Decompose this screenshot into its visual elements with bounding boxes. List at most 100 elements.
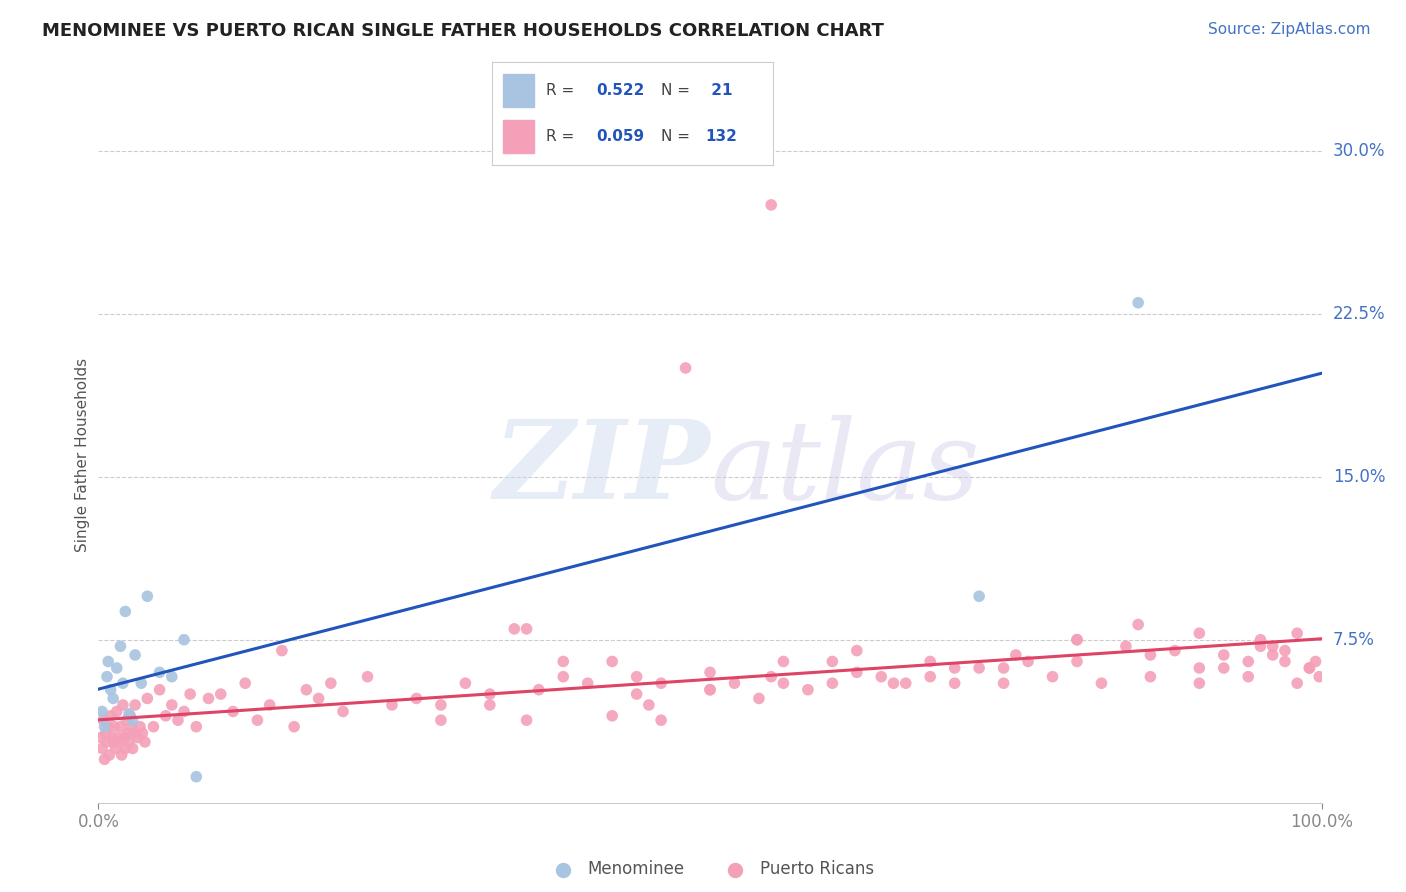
Point <box>155 708 177 723</box>
Point <box>308 691 330 706</box>
Point <box>91 741 114 756</box>
Point <box>967 589 990 603</box>
Text: MENOMINEE VS PUERTO RICAN SINGLE FATHER HOUSEHOLDS CORRELATION CHART: MENOMINEE VS PUERTO RICAN SINGLE FATHER … <box>42 22 884 40</box>
Point <box>1274 655 1296 669</box>
Point <box>430 713 453 727</box>
Point <box>1188 661 1211 675</box>
Point <box>101 731 124 745</box>
Point <box>124 648 146 662</box>
Point <box>1250 632 1272 647</box>
Point <box>98 747 121 762</box>
Point <box>381 698 404 712</box>
Point <box>118 706 141 721</box>
Point <box>478 698 501 712</box>
Point <box>295 682 318 697</box>
Point <box>883 676 905 690</box>
Point <box>114 741 136 756</box>
Point <box>1128 295 1150 310</box>
Point <box>129 676 152 690</box>
Point <box>1017 655 1039 669</box>
Point <box>1115 639 1137 653</box>
Point <box>1188 626 1211 640</box>
Point <box>943 661 966 675</box>
Point <box>1250 639 1272 653</box>
Point <box>129 720 152 734</box>
Point <box>142 720 165 734</box>
Text: 22.5%: 22.5% <box>1333 304 1385 323</box>
Point <box>136 691 159 706</box>
Point <box>197 691 219 706</box>
Point <box>1212 648 1234 662</box>
Point <box>553 655 575 669</box>
Point <box>111 747 134 762</box>
Point <box>319 676 342 690</box>
Text: 0.059: 0.059 <box>596 128 644 144</box>
Point <box>91 705 114 719</box>
Point <box>967 661 990 675</box>
Point <box>167 713 190 727</box>
Point <box>114 605 136 619</box>
Point <box>233 676 256 690</box>
Point <box>121 713 143 727</box>
Point <box>1308 670 1330 684</box>
Point <box>112 731 135 745</box>
Point <box>1139 670 1161 684</box>
Bar <box>503 120 534 153</box>
Point <box>131 726 153 740</box>
Point <box>122 726 145 740</box>
Point <box>120 708 142 723</box>
Point <box>626 670 648 684</box>
Point <box>222 705 245 719</box>
Point <box>1286 626 1309 640</box>
Point <box>637 698 661 712</box>
Point <box>117 726 139 740</box>
Point <box>993 676 1015 690</box>
Point <box>576 676 599 690</box>
Point <box>1004 648 1026 662</box>
Point <box>478 687 501 701</box>
Point <box>186 720 208 734</box>
Point <box>134 735 156 749</box>
Point <box>104 741 127 756</box>
Point <box>943 676 966 690</box>
Point <box>1274 643 1296 657</box>
Text: 15.0%: 15.0% <box>1333 467 1385 485</box>
Point <box>516 622 538 636</box>
Point <box>405 691 427 706</box>
Text: 30.0%: 30.0% <box>1333 142 1385 160</box>
Point <box>149 682 172 697</box>
Point <box>127 731 149 745</box>
Point <box>96 735 118 749</box>
Point <box>136 589 159 603</box>
Point <box>1164 643 1187 657</box>
Point <box>120 720 142 734</box>
Point <box>1066 632 1088 647</box>
Point <box>173 632 195 647</box>
Point <box>1298 661 1320 675</box>
Point <box>1261 648 1284 662</box>
Point <box>97 720 120 734</box>
Point <box>186 770 208 784</box>
Point <box>600 708 623 723</box>
Point <box>118 735 141 749</box>
Point <box>821 655 844 669</box>
Point <box>283 720 305 734</box>
Point <box>761 198 783 212</box>
Point <box>430 698 453 712</box>
Point <box>160 698 183 712</box>
Point <box>553 670 575 684</box>
Point <box>110 639 132 653</box>
Point <box>97 655 120 669</box>
Point <box>1139 648 1161 662</box>
Point <box>96 670 118 684</box>
Text: R =: R = <box>546 128 579 144</box>
Text: ZIP: ZIP <box>494 415 710 523</box>
Point <box>723 676 745 690</box>
Point <box>772 655 794 669</box>
Point <box>111 698 134 712</box>
Point <box>107 731 129 745</box>
Point <box>105 661 128 675</box>
Point <box>699 665 721 680</box>
Point <box>527 682 550 697</box>
Point <box>1042 670 1064 684</box>
